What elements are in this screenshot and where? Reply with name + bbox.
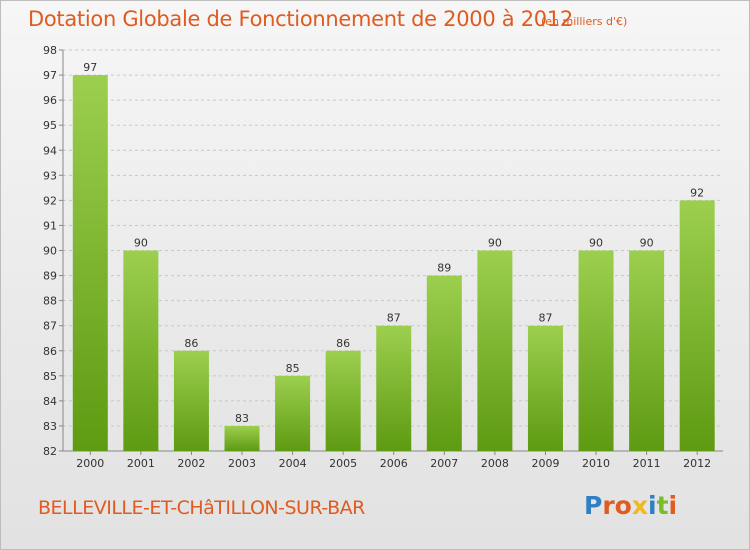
bar-2000 — [72, 75, 108, 451]
logo-letter: t — [656, 491, 669, 520]
data-label-2004: 85 — [286, 362, 300, 375]
data-label-2007: 89 — [437, 262, 451, 275]
x-tick-label-2002: 2002 — [177, 457, 205, 470]
y-tick-label: 82 — [43, 445, 57, 458]
data-label-2001: 90 — [134, 237, 148, 250]
bar-2012 — [679, 200, 715, 451]
y-tick-label: 83 — [43, 420, 57, 433]
bar-2009 — [527, 325, 563, 451]
y-tick-label: 87 — [43, 320, 57, 333]
bar-2010 — [578, 250, 614, 451]
x-tick-label-2001: 2001 — [127, 457, 155, 470]
chart-title: Dotation Globale de Fonctionnement de 20… — [28, 7, 573, 31]
y-tick-label: 85 — [43, 370, 57, 383]
data-label-2002: 86 — [184, 337, 198, 350]
y-tick-label: 90 — [43, 245, 57, 258]
data-label-2003: 83 — [235, 412, 249, 425]
bar-2007 — [426, 275, 462, 451]
y-tick-label: 97 — [43, 69, 57, 82]
x-tick-label-2005: 2005 — [329, 457, 357, 470]
logo-letter: o — [614, 491, 632, 520]
logo-letter: r — [602, 491, 615, 520]
y-tick-label: 98 — [43, 44, 57, 57]
bar-2004 — [275, 375, 311, 451]
y-tick-label: 96 — [43, 94, 57, 107]
x-tick-label-2008: 2008 — [481, 457, 509, 470]
data-label-2012: 92 — [690, 186, 704, 199]
y-tick-label: 95 — [43, 119, 57, 132]
logo-letter: P — [584, 491, 603, 520]
y-tick-label: 91 — [43, 219, 57, 232]
bar-2006 — [376, 325, 412, 451]
x-tick-label-2003: 2003 — [228, 457, 256, 470]
x-tick-label-2010: 2010 — [582, 457, 610, 470]
x-tick-label-2012: 2012 — [683, 457, 711, 470]
bar-2011 — [629, 250, 665, 451]
data-label-2008: 90 — [488, 237, 502, 250]
bar-2001 — [123, 250, 159, 451]
y-tick-label: 88 — [43, 295, 57, 308]
proxiti-logo: Proxiti — [584, 491, 677, 520]
logo-letter: i — [648, 491, 657, 520]
logo-letter: x — [631, 491, 648, 520]
x-tick-label-2007: 2007 — [430, 457, 458, 470]
data-label-2010: 90 — [589, 237, 603, 250]
chart-unit: (en milliers d'€) — [541, 15, 628, 28]
bar-2003 — [224, 425, 260, 451]
y-tick-label: 93 — [43, 169, 57, 182]
data-label-2011: 90 — [640, 237, 654, 250]
data-label-2006: 87 — [387, 312, 401, 325]
x-tick-label-2009: 2009 — [531, 457, 559, 470]
bar-2008 — [477, 250, 513, 451]
y-tick-label: 89 — [43, 270, 57, 283]
data-label-2005: 86 — [336, 337, 350, 350]
x-tick-label-2004: 2004 — [279, 457, 307, 470]
data-label-2000: 97 — [83, 61, 97, 74]
y-tick-label: 92 — [43, 194, 57, 207]
y-tick-label: 86 — [43, 345, 57, 358]
y-tick-label: 94 — [43, 144, 57, 157]
logo-letter: i — [668, 491, 678, 520]
bar-2005 — [325, 350, 361, 451]
data-label-2009: 87 — [538, 312, 552, 325]
y-tick-label: 84 — [43, 395, 57, 408]
x-tick-label-2000: 2000 — [76, 457, 104, 470]
x-tick-label-2006: 2006 — [380, 457, 408, 470]
x-tick-label-2011: 2011 — [633, 457, 661, 470]
bar-2002 — [173, 350, 209, 451]
commune-name: BELLEVILLE-ET-CHâTILLON-SUR-BAR — [38, 497, 365, 519]
